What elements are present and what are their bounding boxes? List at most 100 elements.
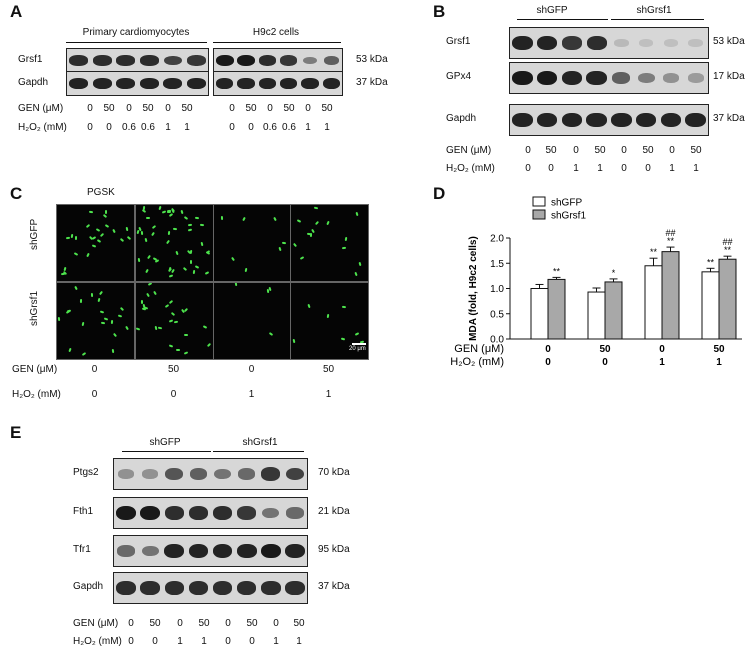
panel_a-cond-value: 50: [142, 103, 154, 114]
panel-a-group-2: H9c2 cells: [252, 27, 300, 38]
panel_e-cond-value: 50: [293, 618, 305, 629]
panel_a-cond-value: 50: [321, 103, 333, 114]
cell: [140, 230, 143, 235]
panel_b-cond-value: 50: [690, 145, 702, 156]
panel-d-cond-value: 0: [545, 357, 551, 368]
cell: [292, 242, 298, 247]
cell: [354, 272, 358, 277]
cell: [278, 246, 283, 252]
cell: [136, 327, 141, 331]
band: [212, 543, 233, 559]
bar: [530, 288, 549, 340]
band: [562, 36, 582, 50]
band: [302, 56, 318, 65]
significance-mark: ##: [722, 237, 732, 247]
band: [115, 505, 137, 521]
cell: [171, 269, 176, 274]
band: [116, 581, 136, 595]
cell: [183, 216, 189, 221]
panel_a-cond-label: H₂O₂ (mM): [18, 122, 67, 133]
band: [322, 78, 341, 89]
cell: [204, 270, 209, 275]
significance-mark: **: [553, 266, 561, 276]
panel_e-cond-value: 0: [152, 636, 158, 647]
band: [117, 545, 135, 557]
band: [323, 56, 340, 65]
panel_b-cond-value: 50: [545, 145, 557, 156]
band: [237, 506, 257, 520]
bar: [701, 271, 720, 340]
cell: [199, 223, 204, 227]
panel_e-cond-value: 50: [198, 618, 210, 629]
panel_a-cond-value: 50: [283, 103, 295, 114]
band: [561, 70, 582, 86]
panel-c-row-label-2: shGrsf1: [29, 290, 40, 326]
cell: [165, 239, 170, 245]
band: [163, 78, 183, 89]
panel_a-cond-value: 1: [184, 122, 190, 133]
band: [561, 112, 582, 128]
panel_b-cond-value: 0: [645, 163, 651, 174]
panel-d-cond-label: H₂O₂ (mM): [450, 356, 504, 368]
band: [260, 543, 281, 559]
cell: [194, 264, 200, 269]
panel_a-cond-value: 0.6: [122, 122, 136, 133]
band: [286, 507, 304, 519]
panel_a-cond-value: 50: [245, 103, 257, 114]
panel_e-blot-strip: [113, 458, 308, 490]
band: [687, 73, 704, 83]
panel_e-cond-value: 1: [296, 636, 302, 647]
cell: [282, 241, 287, 245]
cell: [206, 342, 211, 348]
panel_e-cond-value: 0: [225, 618, 231, 629]
panel_a-cond-value: 50: [103, 103, 115, 114]
panel_e-cond-value: 0: [128, 618, 134, 629]
significance-mark: **: [724, 245, 732, 255]
bar: [547, 278, 566, 340]
panel_a-cond-value: 0: [126, 103, 132, 114]
cell: [307, 303, 311, 308]
band: [536, 70, 558, 86]
cell: [315, 220, 320, 225]
band: [586, 112, 607, 128]
panel_e-row-label: Fth1: [73, 506, 94, 517]
bar: [718, 258, 737, 340]
y-tick-label: 0.5: [490, 309, 504, 320]
cell: [145, 216, 150, 219]
cell: [190, 260, 193, 265]
cell: [171, 312, 176, 317]
cell: [57, 316, 61, 322]
cell: [203, 325, 208, 329]
cell: [88, 211, 94, 214]
panel_a-cond-value: 0: [165, 103, 171, 114]
cell: [192, 269, 196, 274]
band: [237, 78, 255, 89]
band: [92, 55, 112, 66]
cell: [169, 212, 174, 218]
panel_a-cond-value: 0.6: [263, 122, 277, 133]
cell: [110, 319, 113, 325]
panel_a-cond-value: 0: [248, 122, 254, 133]
micrograph: [135, 204, 214, 282]
cell: [95, 227, 101, 232]
panel_e-cond-value: 0: [128, 636, 134, 647]
band: [188, 581, 209, 595]
band: [236, 581, 257, 595]
band: [512, 35, 533, 51]
panel_e-cond-label: GEN (μM): [73, 618, 119, 629]
panel-e-group-2: shGrsf1: [242, 437, 278, 448]
cell: [340, 337, 345, 341]
band: [635, 112, 657, 128]
panel_e-cond-value: 0: [273, 618, 279, 629]
band: [688, 39, 703, 47]
panel-e-group-1-line: [122, 451, 211, 452]
y-tick-label: 1.0: [490, 284, 504, 295]
panel-d-cond-value: 50: [599, 344, 611, 355]
panel_b-cond-value: 0: [525, 145, 531, 156]
panel_b-cond-value: 0: [573, 145, 579, 156]
cell: [241, 216, 246, 222]
cell: [90, 293, 93, 298]
cell: [103, 317, 109, 321]
panel_b-cond-value: 50: [642, 145, 654, 156]
panel_e-cond-value: 0: [225, 636, 231, 647]
